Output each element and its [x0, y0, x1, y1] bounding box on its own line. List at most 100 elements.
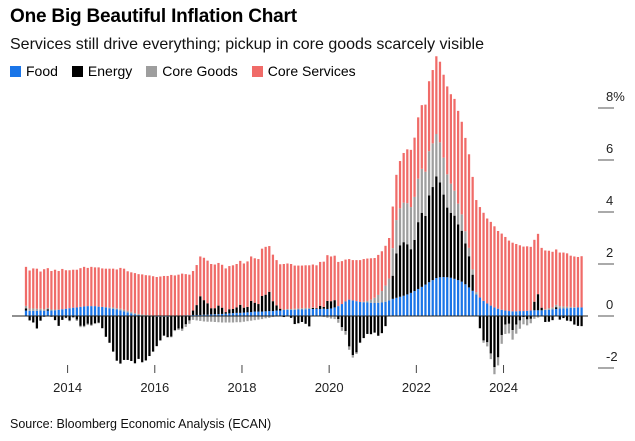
- bar-core-goods-45: [188, 320, 191, 324]
- bar-food-64: [257, 311, 260, 316]
- bar-core-goods-107: [413, 196, 416, 240]
- legend-label-energy: Energy: [87, 63, 133, 79]
- bar-core-services-138: [526, 246, 529, 311]
- bar-core-services-30: [133, 273, 137, 314]
- bar-food-50: [206, 314, 209, 316]
- bar-core-services-1: [28, 270, 31, 309]
- bar-core-services-50: [206, 260, 209, 304]
- bar-food-27: [122, 311, 126, 316]
- bar-core-goods-99: [384, 285, 387, 302]
- bar-food-150: [569, 307, 572, 316]
- bar-core-services-80: [315, 265, 318, 308]
- bar-core-goods-105: [406, 203, 409, 245]
- axes-layer: -2 0 2 4 6 8% 2014 2016 2018 2020 2022 2024: [12, 89, 625, 395]
- bar-core-goods-4: [39, 308, 42, 311]
- bar-food-46: [191, 314, 195, 316]
- bar-energy-16: [82, 316, 86, 326]
- bar-core-goods-100: [388, 278, 391, 301]
- bar-food-15: [79, 306, 82, 316]
- bar-core-services-74: [293, 265, 296, 309]
- bar-core-services-24: [112, 268, 115, 308]
- bar-energy-24: [112, 316, 115, 352]
- bar-core-goods-0: [24, 305, 28, 309]
- bar-food-47: [195, 314, 198, 316]
- bar-energy-89: [348, 316, 351, 347]
- bar-core-goods-110: [424, 171, 427, 216]
- bar-core-services-66: [264, 246, 267, 295]
- bar-core-services-14: [75, 269, 78, 308]
- bar-core-services-42: [177, 274, 180, 316]
- bar-core-goods-137: [522, 317, 525, 325]
- bar-food-77: [304, 309, 307, 316]
- bar-core-goods-40: [170, 336, 173, 338]
- bar-energy-67: [268, 291, 271, 312]
- bar-core-goods-121: [464, 231, 467, 244]
- bar-core-goods-33: [144, 314, 147, 316]
- bar-energy-18: [90, 316, 93, 325]
- bar-food-76: [300, 309, 304, 316]
- bar-energy-77: [304, 316, 307, 324]
- bar-core-goods-5: [43, 309, 46, 311]
- bar-core-goods-59: [239, 316, 242, 323]
- bar-food-12: [68, 308, 71, 316]
- bar-core-goods-39: [166, 337, 169, 338]
- bar-core-services-131: [500, 233, 503, 310]
- bar-core-services-124: [475, 200, 478, 293]
- bar-energy-34: [148, 316, 151, 357]
- bar-food-96: [373, 303, 376, 316]
- bar-energy-25: [115, 316, 118, 361]
- bar-core-goods-145: [551, 307, 554, 310]
- bar-energy-84: [329, 301, 333, 309]
- bar-core-services-44: [184, 274, 187, 316]
- bar-energy-17: [86, 316, 89, 324]
- bar-food-152: [576, 307, 580, 316]
- bar-core-services-81: [319, 261, 322, 306]
- bar-core-services-98: [380, 251, 383, 292]
- bar-core-goods-83: [326, 316, 329, 318]
- bar-food-95: [369, 302, 373, 316]
- bar-core-services-46: [191, 271, 195, 311]
- bar-core-goods-20: [97, 322, 100, 324]
- bar-food-26: [119, 310, 122, 316]
- bar-core-goods-141: [536, 316, 540, 318]
- bar-core-goods-25: [115, 308, 118, 310]
- bar-core-goods-8: [53, 309, 57, 311]
- bar-core-services-112: [431, 70, 434, 144]
- bar-core-goods-123: [471, 269, 474, 275]
- bar-core-services-0: [24, 266, 28, 306]
- bar-core-services-83: [326, 255, 329, 301]
- bar-core-goods-30: [133, 313, 137, 315]
- bar-energy-3: [35, 316, 39, 329]
- bar-energy-87: [340, 316, 344, 328]
- bar-food-72: [286, 309, 289, 316]
- bar-energy-101: [391, 275, 394, 299]
- bar-food-9: [57, 309, 60, 316]
- bar-core-services-31: [137, 274, 140, 314]
- bar-food-85: [333, 307, 336, 316]
- bar-core-goods-26: [119, 308, 122, 311]
- bar-energy-50: [206, 303, 209, 315]
- bar-energy-136: [518, 316, 521, 321]
- bar-core-goods-75: [297, 308, 300, 310]
- bar-energy-152: [576, 316, 580, 326]
- bar-core-goods-98: [380, 291, 383, 303]
- bar-energy-43: [181, 316, 184, 329]
- bar-core-services-94: [366, 258, 369, 301]
- bar-energy-14: [75, 316, 78, 320]
- y-tick-label-1: 0: [606, 297, 613, 312]
- bar-core-goods-44: [184, 324, 187, 327]
- bar-energy-66: [264, 294, 267, 312]
- bar-core-services-12: [68, 270, 71, 309]
- legend-swatch-core-goods: [146, 65, 158, 77]
- bar-core-services-139: [529, 246, 532, 311]
- bar-food-141: [536, 310, 540, 316]
- bar-food-79: [311, 308, 314, 316]
- bar-energy-153: [580, 316, 583, 327]
- bar-core-services-23: [108, 268, 111, 308]
- bar-core-services-9: [57, 271, 60, 310]
- bar-core-services-35: [151, 276, 155, 316]
- bar-food-20: [97, 306, 100, 316]
- bar-core-goods-119: [457, 203, 460, 225]
- bar-core-services-132: [504, 236, 507, 311]
- bar-food-7: [50, 310, 53, 316]
